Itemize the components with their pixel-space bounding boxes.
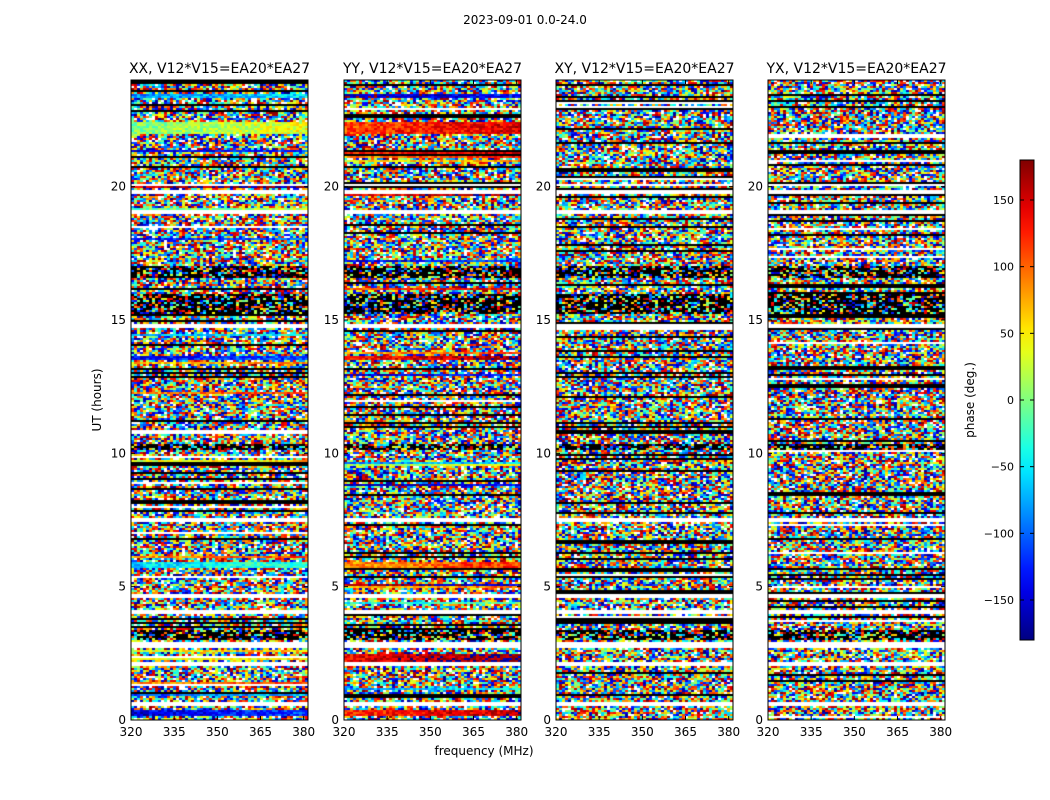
x-tick-label: 365 [674, 725, 697, 739]
panel-frame [555, 79, 734, 721]
x-tick-label: 335 [800, 725, 823, 739]
y-tick-label: 15 [536, 313, 551, 327]
x-tick-label: 335 [376, 725, 399, 739]
y-tick-label: 20 [536, 180, 551, 194]
y-tick-label: 0 [543, 713, 551, 727]
x-tick-label: 380 [505, 725, 528, 739]
x-tick-label: 320 [120, 725, 143, 739]
panel-image-frame [344, 80, 521, 720]
y-tick-label: 20 [111, 180, 126, 194]
panel-title: XY, V12*V15=EA20*EA27 [554, 61, 734, 77]
panel-frame [343, 79, 522, 721]
colorbar-tick-label: 50 [1000, 327, 1014, 340]
panel-frame [767, 79, 946, 721]
y-tick-label: 5 [755, 580, 763, 594]
panel-yx: YX, V12*V15=EA20*EA27 320 335 350 365 380 0 5 10… [748, 61, 952, 739]
y-tick-label: 0 [118, 713, 126, 727]
y-tick-label: 5 [331, 580, 339, 594]
y-tick-label: 5 [543, 580, 551, 594]
y-tick-label: 0 [755, 713, 763, 727]
phase-image [768, 80, 945, 720]
x-axis-label: frequency (MHz) [434, 744, 533, 758]
axis-labels: frequency (MHz) UT (hours) [90, 368, 534, 758]
x-tick-label: 380 [717, 725, 740, 739]
panel-yy: YY, V12*V15=EA20*EA27 320 335 350 365 380 0 5 10… [324, 61, 528, 739]
x-tick-label: 365 [886, 725, 909, 739]
x-tick-label: 365 [462, 725, 485, 739]
colorbar-tick-label: −100 [984, 527, 1014, 540]
x-tick-label: 335 [163, 725, 186, 739]
colorbar-tick-label: 0 [1007, 394, 1014, 407]
y-tick-label: 10 [536, 446, 551, 460]
panel-image-frame [768, 80, 945, 720]
y-tick-label: 20 [324, 180, 339, 194]
colorbar-tick-label: 100 [993, 261, 1014, 274]
y-tick-label: 10 [748, 446, 763, 460]
x-tick-label: 350 [419, 725, 442, 739]
x-tick-label: 350 [631, 725, 654, 739]
y-tick-label: 15 [111, 313, 126, 327]
x-tick-label: 380 [929, 725, 952, 739]
phase-image [556, 80, 733, 720]
panel-xx: XX, V12*V15=EA20*EA27 320 335 350 365 380 0 5 10… [111, 61, 315, 739]
x-tick-label: 320 [757, 725, 780, 739]
x-tick-label: 320 [545, 725, 568, 739]
panel-image-frame [131, 80, 308, 720]
y-tick-label: 15 [324, 313, 339, 327]
y-tick-label: 10 [324, 446, 339, 460]
figure-title: 2023-09-01 0.0-24.0 [463, 13, 587, 27]
x-tick-label: 335 [588, 725, 611, 739]
y-tick-label: 15 [748, 313, 763, 327]
colorbar-label: phase (deg.) [963, 362, 977, 438]
y-tick-label: 5 [118, 580, 126, 594]
x-tick-label: 365 [249, 725, 272, 739]
y-tick-label: 20 [748, 180, 763, 194]
x-tick-label: 380 [292, 725, 315, 739]
phase-image [344, 80, 521, 720]
panel-title: YX, V12*V15=EA20*EA27 [765, 61, 946, 77]
panel-image-frame [556, 80, 733, 720]
y-axis-label: UT (hours) [90, 368, 104, 431]
x-tick-label: 320 [333, 725, 356, 739]
panels-group: XX, V12*V15=EA20*EA27 320 335 350 365 380 0 5 10… [111, 61, 952, 739]
x-tick-label: 350 [206, 725, 229, 739]
panel-title: YY, V12*V15=EA20*EA27 [342, 61, 522, 77]
y-tick-label: 10 [111, 446, 126, 460]
phase-image [131, 80, 308, 720]
panel-xy: XY, V12*V15=EA20*EA27 320 335 350 365 380 0 5 10… [536, 61, 740, 739]
y-tick-label: 0 [331, 713, 339, 727]
colorbar-tick-label: 150 [993, 194, 1014, 207]
panel-frame [130, 79, 309, 721]
colorbar-tick-label: −150 [984, 594, 1014, 607]
x-tick-label: 350 [843, 725, 866, 739]
panel-title: XX, V12*V15=EA20*EA27 [129, 61, 310, 77]
colorbar-tick-label: −50 [991, 461, 1014, 474]
colorbar: 150 100 50 0 −50 −100 −150 phase (deg.) [963, 159, 1035, 641]
